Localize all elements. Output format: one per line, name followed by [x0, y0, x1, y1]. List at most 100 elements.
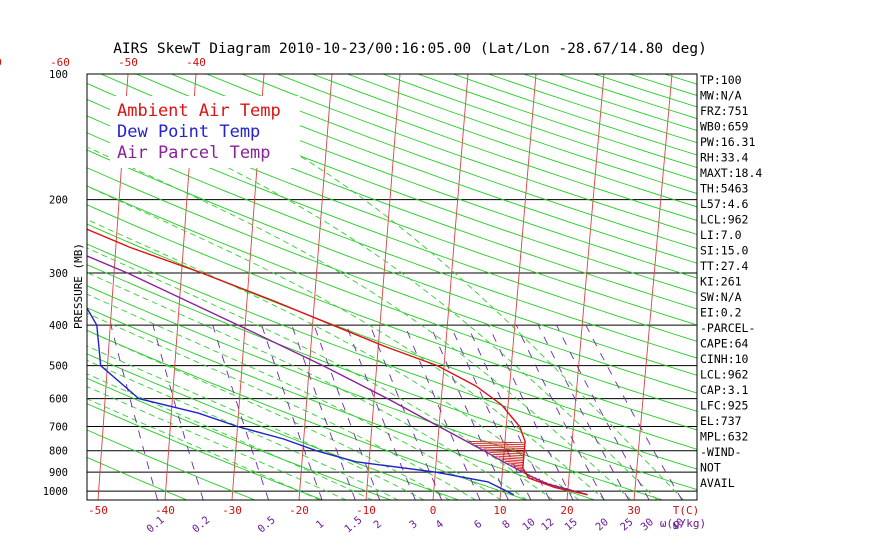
hatch-line-18 — [501, 459, 524, 462]
index-line-7: TH:5463 — [700, 182, 749, 196]
index-line-24: -WIND- — [700, 445, 742, 459]
moist-adiabat-13 — [186, 147, 658, 500]
hatch-line-21 — [492, 453, 524, 457]
mixing-ratio-label-8: 6 — [472, 518, 485, 531]
profile-lines — [87, 228, 588, 496]
series-line-2 — [87, 255, 588, 496]
top-temp-tick-7: -50 — [118, 56, 138, 69]
moist-adiabat-4 — [87, 345, 425, 500]
index-line-3: WB0:659 — [700, 120, 749, 134]
dry-adiabat-lines — [87, 74, 697, 500]
bottom-temp-tick-5: 0 — [430, 504, 437, 517]
mixing-ratio-line-14 — [537, 324, 630, 500]
dry-adiabat-14 — [87, 149, 697, 376]
pressure-tick-labels: 100 200 300 400 500 600 700 800 900 1000 — [43, 69, 68, 498]
isotherm-line-10 — [31, 74, 60, 500]
mixing-ratio-line-15 — [556, 324, 650, 500]
index-line-12: TT:27.4 — [700, 259, 749, 273]
index-line-21: LFC:925 — [700, 399, 748, 413]
pressure-tick-3: 400 — [49, 320, 68, 332]
index-line-17: CAPE:64 — [700, 337, 749, 351]
isotherm-line-18 — [566, 74, 605, 500]
isotherm-line-22 — [835, 74, 870, 500]
bottom-temp-tick-8: 30 — [627, 504, 640, 517]
index-line-6: MAXT:18.4 — [700, 166, 762, 180]
y-axis-label: PRESSURE (MB) — [72, 243, 85, 329]
mixing-ratio-line-8 — [404, 325, 481, 500]
mixing-ratio-line-13 — [515, 325, 605, 500]
mixing-ratio-line-3 — [261, 325, 323, 500]
pressure-tick-5: 600 — [49, 394, 68, 406]
bottom-temp-tick-labels: -50 -40 -30 -20 -10 0 10 20 30 — [88, 504, 641, 517]
moist-adiabat-7 — [87, 293, 503, 500]
pressure-tick-1: 200 — [49, 195, 68, 207]
dry-adiabat-1 — [87, 429, 256, 500]
dry-adiabat-10 — [87, 223, 697, 450]
dry-adiabat-6 — [87, 307, 595, 500]
bottom-temp-tick-7: 20 — [560, 504, 573, 517]
mixing-ratio-unit-label: ω(g/kg) — [660, 517, 706, 530]
mixing-ratio-label-5: 2 — [371, 518, 384, 531]
hatch-line-13 — [517, 467, 524, 470]
moist-adiabat-2 — [87, 373, 374, 500]
mixing-ratio-line-2 — [212, 325, 270, 500]
hatch-line-17 — [504, 460, 524, 463]
hatch-line-26 — [476, 444, 525, 448]
hatch-line-25 — [479, 446, 525, 449]
dry-adiabat-13 — [87, 167, 697, 394]
mixing-ratio-labels: 0.1 0.2 0.5 1 1.5 2 3 4 6 8 10 12 15 20 25 30 40 — [144, 514, 686, 535]
dry-adiabat-20 — [136, 74, 697, 279]
dry-adiabat-16 — [87, 115, 697, 342]
mixing-ratio-line-0 — [110, 325, 158, 500]
index-line-1: MW:N/A — [700, 89, 742, 103]
hatch-line-14 — [514, 465, 523, 468]
dry-adiabat-11 — [87, 204, 697, 431]
index-line-26: AVAIL — [700, 476, 735, 490]
isotherm-line-16 — [432, 74, 469, 500]
hatch-line-24 — [483, 448, 525, 451]
mixing-ratio-label-12: 15 — [562, 516, 579, 533]
mixing-ratio-label-11: 12 — [539, 516, 556, 533]
index-line-14: SW:N/A — [700, 290, 742, 304]
index-line-10: LI:7.0 — [700, 228, 742, 242]
index-line-19: LCL:962 — [700, 368, 748, 382]
isotherm-line-17 — [499, 74, 537, 500]
dry-adiabat-12 — [87, 185, 697, 412]
cape-hatch — [468, 441, 568, 490]
bottom-temp-tick-4: -10 — [356, 504, 376, 517]
dry-adiabat-2 — [87, 403, 323, 500]
mixing-ratio-line-12 — [488, 325, 574, 500]
moist-adiabat-9 — [87, 247, 554, 500]
pressure-tick-2: 300 — [49, 268, 68, 280]
index-line-18: CINH:10 — [700, 352, 749, 366]
moist-adiabat-1 — [87, 386, 347, 500]
moist-adiabat-6 — [87, 312, 477, 500]
hatch-line-28 — [468, 441, 525, 444]
mixing-ratio-line-4 — [291, 325, 356, 500]
dry-adiabat-4 — [87, 353, 459, 500]
hatch-line-22 — [489, 452, 525, 455]
moist-adiabat-11 — [87, 185, 606, 500]
legend-entry-1: Dew Point Temp — [117, 122, 260, 142]
hatch-line-15 — [510, 464, 524, 467]
mixing-ratio-label-0: 0.1 — [144, 514, 166, 535]
index-line-20: CAP:3.1 — [700, 383, 749, 397]
moist-adiabat-10 — [87, 218, 580, 500]
pressure-tick-0: 100 — [49, 69, 68, 81]
mixing-ratio-label-2: 0.5 — [256, 514, 278, 535]
hatch-line-16 — [507, 462, 524, 465]
moist-adiabat-3 — [87, 359, 399, 500]
dry-adiabat-17 — [87, 98, 697, 326]
isotherm-line-21 — [768, 74, 808, 500]
mixing-ratio-line-10 — [450, 325, 532, 500]
pressure-tick-8: 900 — [49, 467, 68, 479]
chart-title: AIRS SkewT Diagram 2010-10-23/00:16:05.0… — [113, 41, 707, 57]
index-line-8: L57:4.6 — [700, 197, 749, 211]
isotherm-line-14 — [298, 74, 333, 500]
top-temp-tick-6: -60 — [50, 56, 70, 69]
mixing-ratio-label-3: 1 — [314, 518, 327, 531]
dry-adiabat-15 — [87, 132, 697, 359]
dry-adiabat-19 — [100, 74, 697, 294]
